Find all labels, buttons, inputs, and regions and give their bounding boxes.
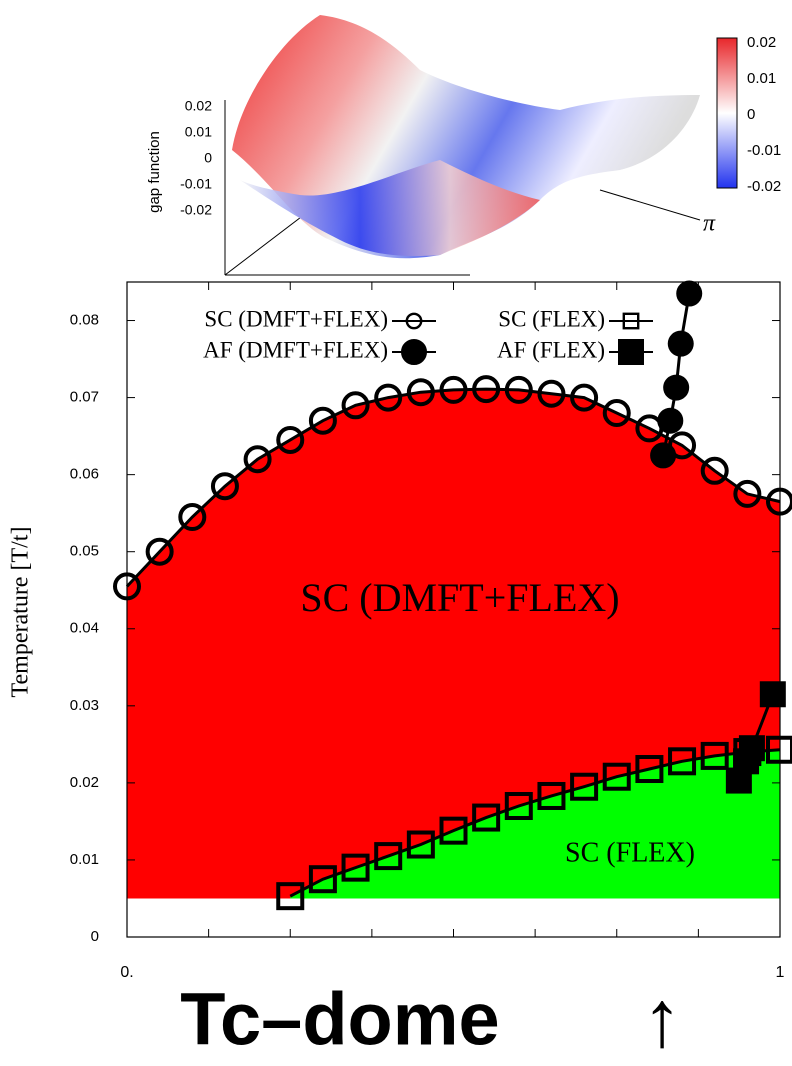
x-tick-label: 0. xyxy=(120,964,133,981)
y-tick-label: 0.08 xyxy=(70,311,99,328)
x-tick-label: 1 xyxy=(776,964,785,981)
marker xyxy=(668,747,697,776)
colorbar-tick-label: 0 xyxy=(747,106,755,123)
marker xyxy=(276,882,305,911)
y-tick-label: 0.01 xyxy=(70,851,99,868)
legend-label: SC (DMFT+FLEX) xyxy=(204,306,388,331)
colorbar-tick-label: 0.01 xyxy=(747,70,776,87)
marker xyxy=(472,375,501,404)
marker xyxy=(635,755,664,784)
y-tick-label: 0.02 xyxy=(70,774,99,791)
inset: gap function π xyxy=(146,15,738,276)
marker xyxy=(570,383,599,412)
marker xyxy=(759,681,786,708)
marker xyxy=(504,792,533,820)
marker xyxy=(374,842,403,871)
marker xyxy=(657,407,684,434)
phase-region xyxy=(127,389,780,899)
marker xyxy=(700,741,729,770)
marker xyxy=(341,853,370,882)
y-tick-label: 0.05 xyxy=(70,543,99,560)
marker xyxy=(243,445,272,474)
y-tick-label: 0.03 xyxy=(70,697,99,714)
inset-ztick-label: -0.01 xyxy=(180,176,212,192)
marker xyxy=(406,378,435,407)
marker xyxy=(439,816,468,845)
marker xyxy=(341,391,370,420)
legend-marker xyxy=(401,339,427,365)
marker xyxy=(650,442,677,469)
marker xyxy=(145,537,174,566)
legend-label: SC (FLEX) xyxy=(498,306,605,331)
inset-ztick-label: 0.01 xyxy=(185,124,212,140)
y-tick-label: 0 xyxy=(91,928,99,945)
legend-label: AF (FLEX) xyxy=(497,337,605,362)
marker xyxy=(570,772,599,801)
legend-marker xyxy=(622,312,640,330)
legend-marker xyxy=(405,312,423,330)
phase-region xyxy=(290,749,780,899)
marker xyxy=(504,375,533,404)
arrow: ↑ xyxy=(642,974,682,1063)
y-tick-label: 0.04 xyxy=(70,620,99,637)
marker xyxy=(113,572,141,601)
legend-label: AF (DMFT+FLEX) xyxy=(203,337,388,362)
annotation: SC (FLEX) xyxy=(565,837,695,868)
marker xyxy=(178,503,207,532)
marker xyxy=(439,375,468,404)
colorbar-tick-label: -0.02 xyxy=(747,178,781,195)
inset-ztick-label: 0.02 xyxy=(185,98,212,114)
marker xyxy=(602,762,631,791)
y-tick-label: 0.07 xyxy=(70,389,99,406)
marker xyxy=(676,280,703,307)
marker xyxy=(766,735,792,764)
inset-ztick-label: 0 xyxy=(204,150,212,166)
marker xyxy=(276,425,305,454)
marker xyxy=(472,803,501,832)
annotation: SC (DMFT+FLEX) xyxy=(300,575,619,620)
inset-axis-label: π xyxy=(703,211,716,237)
marker xyxy=(406,830,435,859)
marker xyxy=(738,735,765,762)
colorbar-tick-label: -0.01 xyxy=(747,142,781,159)
marker xyxy=(663,374,690,401)
marker xyxy=(374,383,403,412)
y-tick-label: 0.06 xyxy=(70,466,99,483)
inset-zlabel: gap function xyxy=(146,131,163,213)
marker xyxy=(308,406,337,435)
series-line xyxy=(289,748,781,898)
marker xyxy=(766,487,792,516)
colorbar xyxy=(716,37,738,189)
inset-ztick-label: -0.02 xyxy=(180,202,212,218)
colorbar-tick-label: 0.02 xyxy=(747,34,776,51)
legend-marker xyxy=(618,339,644,365)
caption: Tc–dome xyxy=(180,978,499,1061)
marker xyxy=(537,781,566,810)
marker xyxy=(537,379,566,408)
marker xyxy=(700,456,729,485)
marker xyxy=(308,865,337,894)
marker xyxy=(602,399,631,427)
y-axis-label: Temperature [T/t] xyxy=(8,527,34,698)
marker xyxy=(733,479,762,508)
marker xyxy=(210,472,239,501)
marker xyxy=(667,330,694,357)
